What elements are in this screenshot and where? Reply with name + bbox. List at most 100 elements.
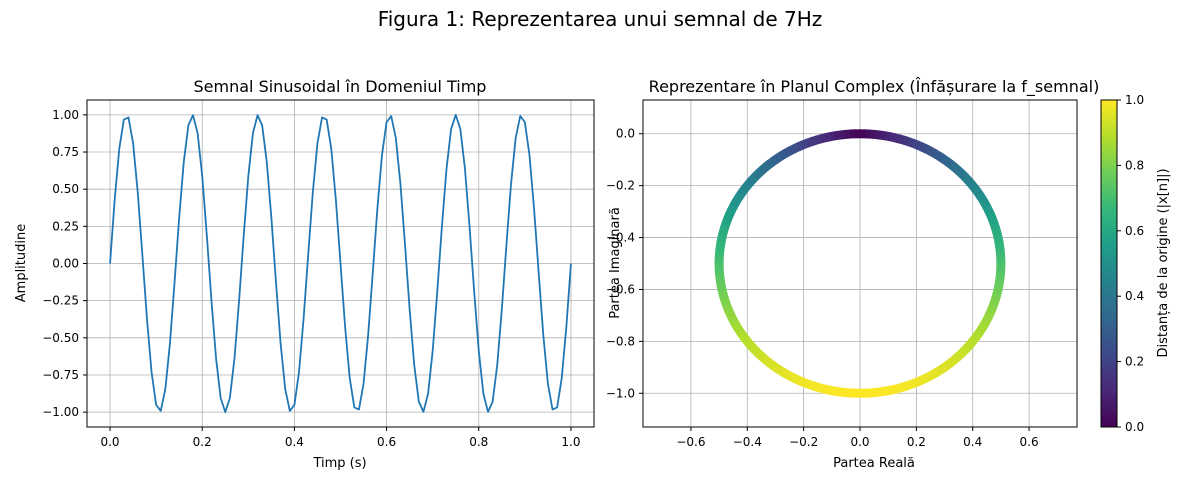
circle-point <box>915 140 925 152</box>
circle-point <box>745 339 756 350</box>
x-tick-label: −0.2 <box>789 435 818 449</box>
circle-point <box>795 375 805 387</box>
circle-point <box>995 272 1006 279</box>
circle-point <box>883 131 891 142</box>
circle-point <box>927 369 937 381</box>
circle-point <box>800 377 809 388</box>
circle-point <box>783 146 793 158</box>
y-tick-label: 0.0 <box>616 127 635 141</box>
x-tick-label: 1.0 <box>561 435 580 449</box>
circle-point <box>829 385 837 396</box>
circle-point <box>723 212 734 221</box>
circle-point <box>910 377 919 389</box>
circle-point <box>994 240 1005 247</box>
circle-point <box>906 137 915 148</box>
circle-point <box>762 160 773 171</box>
circle-point <box>720 297 731 306</box>
circle-point <box>721 216 733 225</box>
complex-plane-plot: Reprezentare în Planul Complex (Înfășura… <box>606 77 1099 471</box>
circle-point <box>931 367 942 378</box>
y-tick-label: 0.00 <box>52 257 79 271</box>
circle-point <box>786 371 796 383</box>
circle-point <box>887 385 896 395</box>
sine-series-line <box>109 113 572 414</box>
circle-point <box>897 134 906 145</box>
y-tick-label: 1.00 <box>52 108 79 122</box>
circle-point <box>988 217 999 226</box>
circle-point <box>796 140 806 152</box>
circle-point <box>727 203 738 213</box>
circle-point <box>972 329 984 340</box>
circle-point <box>725 208 736 217</box>
circle-point <box>739 183 751 194</box>
y-tick-label: −0.8 <box>606 334 635 348</box>
circle-point <box>975 192 987 202</box>
colorbar-tick-label: 0.8 <box>1125 158 1144 172</box>
y-tick-label: −0.4 <box>606 231 635 245</box>
circle-point <box>759 163 770 174</box>
circle-point <box>939 362 950 373</box>
circle-point <box>978 196 989 206</box>
circle-point <box>715 280 726 287</box>
circle-point <box>975 325 986 336</box>
circle-point <box>724 309 736 319</box>
circle-point <box>954 350 965 361</box>
circle-point <box>970 184 981 195</box>
x-tick-label: −0.4 <box>733 435 762 449</box>
time-plot-series <box>109 113 572 414</box>
circle-point <box>967 180 978 191</box>
x-tick-label: 0.4 <box>285 435 304 449</box>
circle-point <box>774 364 784 375</box>
circle-point <box>721 301 732 310</box>
circle-point <box>782 369 792 380</box>
circle-point <box>960 343 972 354</box>
circle-point <box>834 130 842 141</box>
circle-point <box>928 147 938 158</box>
colorbar-tick-label: 1.0 <box>1125 93 1144 107</box>
circle-point <box>914 375 924 387</box>
circle-point <box>829 131 838 142</box>
circle-point <box>731 195 743 205</box>
x-tick-label: 0.6 <box>1020 435 1039 449</box>
circle-point <box>723 305 734 314</box>
circle-point <box>973 188 984 198</box>
circle-point <box>729 317 740 327</box>
circle-point <box>958 170 969 181</box>
y-tick-label: −0.6 <box>606 282 635 296</box>
figure-title: Figura 1: Reprezentarea unui semnal de 7… <box>378 7 823 31</box>
y-tick-label: 0.50 <box>52 182 79 196</box>
circle-point <box>873 387 881 398</box>
circle-point <box>748 173 760 184</box>
circle-point <box>748 343 759 354</box>
time-plot-x-ticks: 0.0 0.2 0.4 0.6 0.8 1.0 <box>100 427 581 449</box>
circle-point <box>993 235 1004 243</box>
y-tick-label: −1.0 <box>606 386 635 400</box>
circle-point <box>745 176 756 187</box>
circle-point <box>969 333 981 344</box>
x-tick-label: 0.8 <box>469 435 488 449</box>
circle-point <box>888 132 896 143</box>
circle-point <box>758 352 769 364</box>
circle-point <box>716 234 727 242</box>
circle-point <box>834 386 842 397</box>
circle-point <box>734 191 745 202</box>
circle-point <box>964 177 975 188</box>
circle-point <box>755 349 766 361</box>
x-tick-label: 0.2 <box>907 435 926 449</box>
circle-point <box>896 382 905 393</box>
circle-point <box>824 132 833 142</box>
circle-point <box>752 169 763 180</box>
circle-point <box>901 381 910 392</box>
circle-point <box>924 144 934 156</box>
circle-point <box>839 387 846 398</box>
circle-point <box>993 285 1004 293</box>
complex-plot-xlabel: Partea Reală <box>833 456 915 471</box>
complex-plot-x-ticks: −0.6 −0.4 −0.2 0.0 0.2 0.4 0.6 <box>676 427 1039 449</box>
colorbar-tick-label: 0.0 <box>1125 420 1144 434</box>
circle-point <box>906 379 915 390</box>
circle-point <box>980 200 991 210</box>
x-tick-label: −0.6 <box>676 435 705 449</box>
time-plot-ylabel: Amplitudine <box>14 224 29 302</box>
circle-point <box>994 276 1005 283</box>
